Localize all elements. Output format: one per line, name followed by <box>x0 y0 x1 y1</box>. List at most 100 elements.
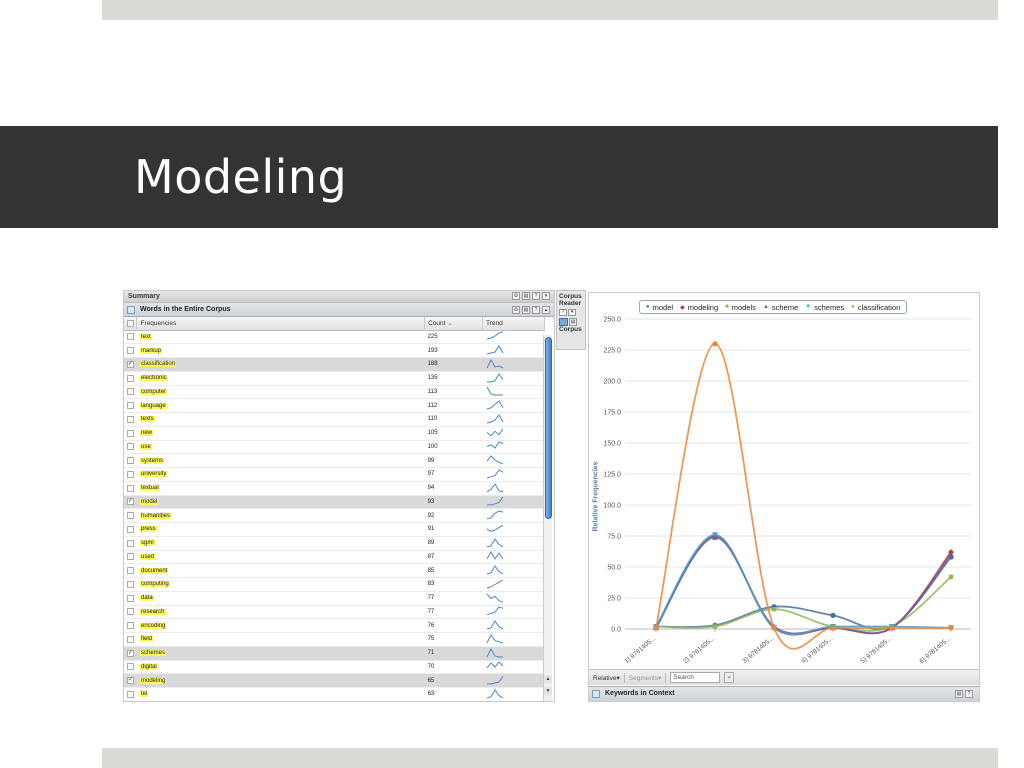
table-row[interactable]: textual 94 <box>124 481 545 496</box>
search-input[interactable]: Search <box>670 672 721 683</box>
row-checkbox-cell[interactable] <box>124 618 137 633</box>
table-row[interactable]: sgml 89 <box>124 536 545 551</box>
table-row[interactable]: text 225 <box>124 330 545 345</box>
word-label[interactable]: textual <box>139 485 160 492</box>
word-label[interactable]: university <box>139 471 168 478</box>
table-row[interactable]: press 91 <box>124 522 545 537</box>
gear-icon[interactable]: ⚙ <box>512 306 520 314</box>
row-checkbox-cell[interactable] <box>124 605 137 620</box>
word-label[interactable]: humanities <box>139 512 171 519</box>
row-checkbox[interactable] <box>127 580 134 588</box>
scrollbar-thumb[interactable] <box>545 337 552 519</box>
table-row[interactable]: field 75 <box>124 632 545 647</box>
table-row[interactable]: markup 193 <box>124 343 545 358</box>
row-checkbox[interactable] <box>127 457 134 465</box>
table-row[interactable]: humanities 92 <box>124 508 545 523</box>
menu-icon[interactable]: ▾ <box>542 292 550 300</box>
table-row[interactable]: use 100 <box>124 440 545 455</box>
help-icon[interactable]: ? <box>532 292 540 300</box>
row-checkbox-cell[interactable] <box>124 508 137 523</box>
row-checkbox-cell[interactable] <box>124 577 137 592</box>
row-checkbox-cell[interactable] <box>124 330 137 345</box>
word-label[interactable]: sgml <box>139 540 155 547</box>
row-checkbox[interactable] <box>127 347 134 355</box>
word-label[interactable]: document <box>139 567 169 574</box>
row-checkbox-cell[interactable] <box>124 563 137 578</box>
table-row[interactable]: digital 70 <box>124 660 545 675</box>
row-checkbox[interactable] <box>127 690 134 698</box>
row-checkbox[interactable] <box>127 470 134 478</box>
row-checkbox[interactable]: ✓ <box>127 677 134 685</box>
row-checkbox-cell[interactable]: ✓ <box>124 646 137 661</box>
row-checkbox-cell[interactable] <box>124 591 137 606</box>
row-checkbox[interactable] <box>127 443 134 451</box>
word-label[interactable]: data <box>139 595 154 602</box>
row-checkbox-cell[interactable]: ✓ <box>124 495 137 510</box>
help-icon[interactable]: ? <box>965 690 973 698</box>
word-label[interactable]: classification <box>139 361 176 368</box>
word-label[interactable]: language <box>139 402 167 409</box>
row-checkbox[interactable] <box>127 512 134 520</box>
row-checkbox-cell[interactable]: ✓ <box>124 357 137 372</box>
row-checkbox[interactable] <box>127 622 134 630</box>
row-checkbox[interactable] <box>127 608 134 616</box>
scroll-down-icon[interactable]: ▼ <box>544 687 552 695</box>
words-scrollbar[interactable]: ▲ ▼ <box>543 335 552 701</box>
row-checkbox-cell[interactable] <box>124 632 137 647</box>
row-checkbox[interactable] <box>127 539 134 547</box>
word-label[interactable]: text <box>139 333 152 340</box>
table-row[interactable]: ✓ classification 188 <box>124 357 545 372</box>
table-row[interactable]: university 97 <box>124 467 545 482</box>
word-label[interactable]: research <box>139 608 166 615</box>
table-row[interactable]: used 87 <box>124 550 545 565</box>
count-header[interactable]: Count ⌄ <box>424 317 484 331</box>
table-row[interactable]: computing 83 <box>124 577 545 592</box>
segments-dropdown[interactable]: Segments▾ <box>628 674 662 682</box>
row-checkbox-cell[interactable]: ✓ <box>124 673 137 688</box>
row-checkbox-cell[interactable] <box>124 398 137 413</box>
table-row[interactable]: electronic 135 <box>124 371 545 386</box>
row-checkbox[interactable] <box>127 484 134 492</box>
relative-dropdown[interactable]: Relative▾ <box>593 674 620 682</box>
row-checkbox[interactable]: ✓ <box>127 360 134 368</box>
word-label[interactable]: computing <box>139 581 170 588</box>
row-checkbox-cell[interactable] <box>124 453 137 468</box>
select-all-header[interactable] <box>124 317 138 331</box>
table-row[interactable]: ✓ schemes 71 <box>124 646 545 661</box>
row-checkbox[interactable] <box>127 635 134 643</box>
word-label[interactable]: press <box>139 526 157 533</box>
table-row[interactable]: data 77 <box>124 591 545 606</box>
row-checkbox[interactable] <box>127 594 134 602</box>
row-checkbox-cell[interactable] <box>124 343 137 358</box>
word-label[interactable]: computer <box>139 388 167 395</box>
word-label[interactable]: field <box>139 636 153 643</box>
table-row[interactable]: research 77 <box>124 605 545 620</box>
word-label[interactable]: electronic <box>139 375 168 382</box>
legend-item-model[interactable]: ● model <box>646 303 673 312</box>
row-checkbox[interactable]: ✓ <box>127 498 134 506</box>
word-label[interactable]: texts <box>139 416 155 423</box>
row-checkbox-cell[interactable] <box>124 481 137 496</box>
word-label[interactable]: model <box>139 498 159 505</box>
word-label[interactable]: tei <box>139 691 149 698</box>
word-label[interactable]: new <box>139 430 153 437</box>
word-label[interactable]: used <box>139 553 155 560</box>
save-icon[interactable]: ▤ <box>569 318 577 326</box>
row-checkbox[interactable] <box>127 333 134 341</box>
legend-item-modeling[interactable]: ◆ modeling <box>680 303 718 312</box>
legend-item-classification[interactable]: ● classification <box>851 303 900 312</box>
row-checkbox-cell[interactable] <box>124 687 137 701</box>
menu-icon[interactable]: ▾ <box>568 309 576 316</box>
collapse-icon[interactable]: ▴ <box>542 306 550 314</box>
row-checkbox-cell[interactable] <box>124 467 137 482</box>
table-row[interactable]: texts 110 <box>124 412 545 427</box>
row-checkbox-cell[interactable] <box>124 385 137 400</box>
row-checkbox-cell[interactable] <box>124 426 137 441</box>
row-checkbox-cell[interactable] <box>124 536 137 551</box>
word-label[interactable]: digital <box>139 663 158 670</box>
save-icon[interactable]: ▤ <box>522 306 530 314</box>
chevron-down-icon[interactable]: ⌄ <box>724 672 735 683</box>
scroll-up-icon[interactable]: ▲ <box>544 675 552 683</box>
row-checkbox-cell[interactable] <box>124 550 137 565</box>
word-label[interactable]: schemes <box>139 650 166 657</box>
